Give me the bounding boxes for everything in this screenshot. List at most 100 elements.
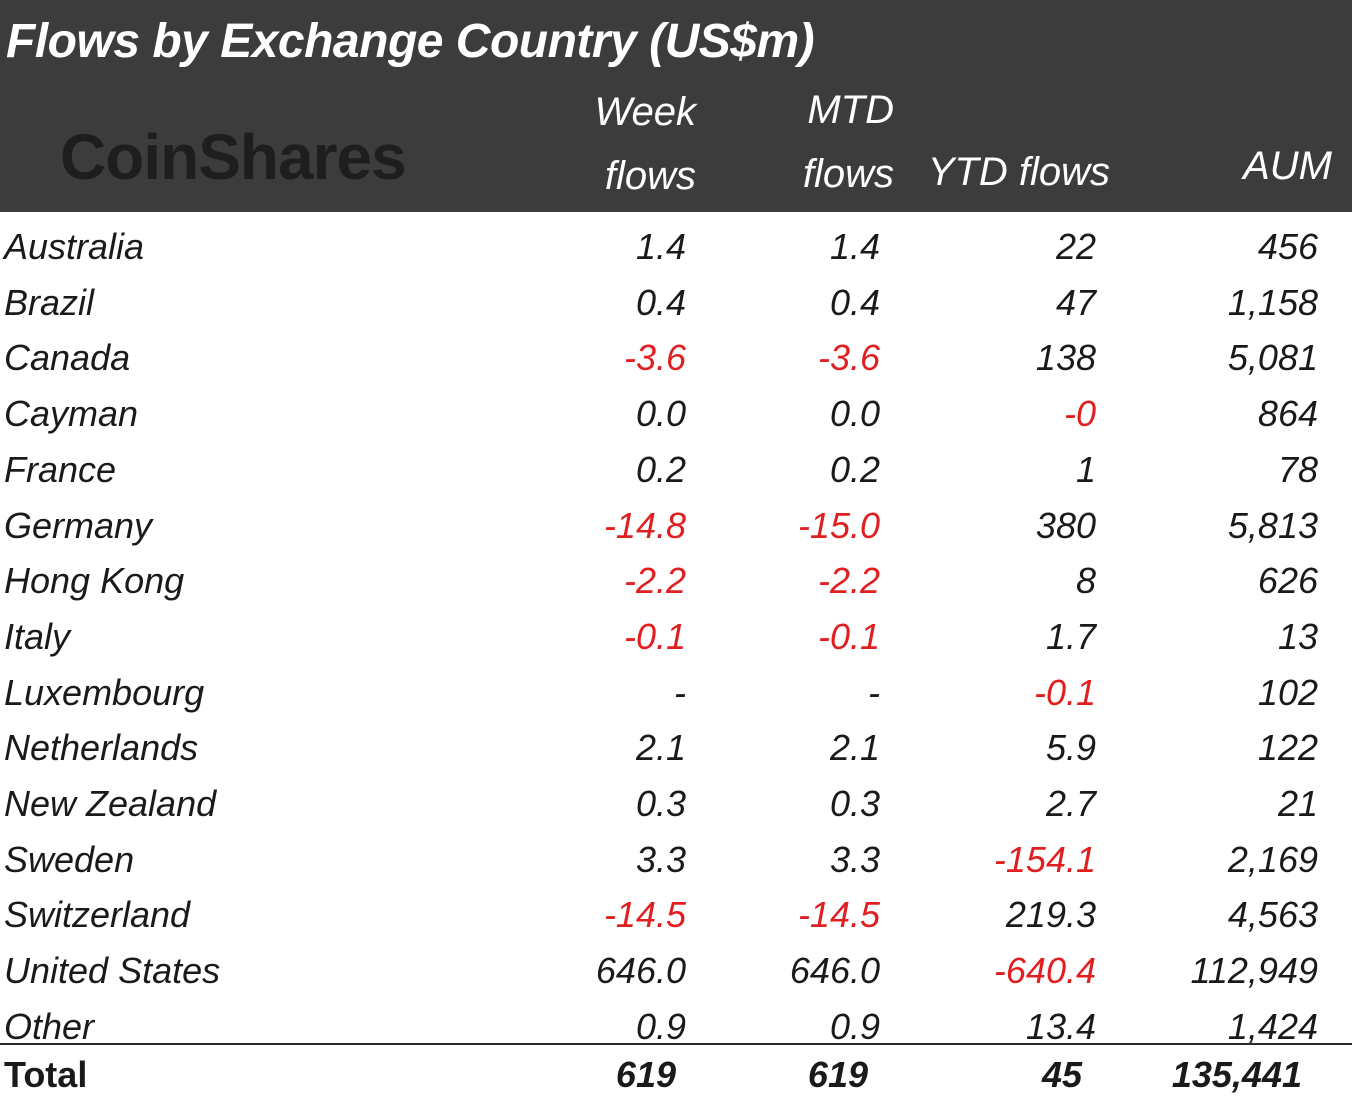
aum-value: 78 [1277, 448, 1318, 490]
ytd-value: -154.1 [993, 838, 1096, 880]
aum-value: 2,169 [1227, 838, 1318, 880]
total-aum: 135,441 [1171, 1054, 1302, 1095]
mtd-value: 646.0 [789, 950, 880, 992]
week-value: -2.2 [623, 560, 686, 602]
week-value: 1.4 [635, 226, 686, 267]
ytd-value: 1.7 [1045, 615, 1096, 657]
ytd-value: -0 [1063, 393, 1096, 435]
coinshares-logo: CoinShares [60, 121, 407, 193]
table-row: Brazil 0.4 0.4 47 1,158 [0, 274, 1352, 330]
total-mtd: 619 [807, 1054, 868, 1095]
column-header-aum-line1 [1132, 70, 1332, 134]
mtd-value: 0.0 [829, 393, 880, 435]
table-row: Other 0.9 0.9 13.4 1,424 [0, 998, 1352, 1054]
aum-value: 1,424 [1227, 1005, 1318, 1047]
aum-value: 456 [1257, 226, 1318, 267]
column-header-week-line2: flows [604, 154, 696, 198]
ytd-value: -640.4 [993, 950, 1096, 992]
country-name: New Zealand [4, 783, 217, 824]
table-row: Italy -0.1 -0.1 1.7 13 [0, 608, 1352, 664]
mtd-value: 0.9 [829, 1005, 880, 1047]
table-row: United States 646.0 646.0 -640.4 112,949 [0, 942, 1352, 998]
country-name: Netherlands [4, 727, 199, 769]
aum-value: 1,158 [1227, 281, 1318, 323]
week-value: 646.0 [595, 950, 686, 992]
aum-value: 4,563 [1227, 894, 1318, 936]
week-value: 2.1 [635, 727, 686, 769]
country-name: Brazil [4, 281, 95, 323]
week-value: -0.1 [623, 615, 686, 657]
table-row: Canada -3.6 -3.6 138 5,081 [0, 329, 1352, 385]
country-name: Cayman [4, 393, 139, 435]
week-value: -14.8 [603, 504, 686, 546]
ytd-value: 138 [1035, 337, 1096, 379]
ytd-value: 219.3 [1005, 894, 1096, 936]
country-name: Luxembourg [4, 671, 205, 713]
mtd-value: -2.2 [817, 560, 880, 602]
table-row: France 0.2 0.2 1 78 [0, 441, 1352, 497]
table-row: Germany -14.8 -15.0 380 5,813 [0, 497, 1352, 553]
mtd-value: -14.5 [797, 894, 880, 936]
table-row: Sweden 3.3 3.3 -154.1 2,169 [0, 831, 1352, 887]
total-ytd: 45 [1041, 1054, 1082, 1095]
column-header-mtd-line1: MTD [807, 88, 894, 132]
total-row: Total 619 619 45 135,441 [0, 1046, 1352, 1102]
column-header-mtd-line2: flows [802, 152, 894, 196]
country-name: Italy [4, 615, 71, 657]
aum-value: 864 [1257, 393, 1318, 435]
week-value: 0.0 [635, 393, 686, 435]
country-name: Hong Kong [4, 560, 185, 602]
ytd-value: 1 [1075, 448, 1096, 490]
mtd-value: -15.0 [797, 504, 880, 546]
table-row: Australia 1.4 1.4 22 456 [0, 218, 1352, 274]
ytd-value: 13.4 [1025, 1005, 1096, 1047]
mtd-value: -3.6 [817, 337, 880, 379]
aum-value: 5,081 [1227, 337, 1318, 379]
aum-value: 626 [1257, 560, 1318, 602]
table-row: Switzerland -14.5 -14.5 219.3 4,563 [0, 886, 1352, 942]
ytd-value: 47 [1055, 281, 1096, 323]
column-header-ytd-line1 [890, 76, 1110, 140]
table-row: Netherlands 2.1 2.1 5.9 122 [0, 719, 1352, 775]
mtd-value: 0.2 [829, 448, 880, 490]
week-value: 0.9 [635, 1005, 686, 1047]
total-divider [0, 1043, 1352, 1045]
column-header-ytd-line2: YTD flows [927, 150, 1110, 194]
table-header-band: Flows by Exchange Country (US$m) CoinSha… [0, 0, 1352, 212]
country-name: Canada [4, 337, 131, 379]
aum-value: 13 [1277, 615, 1318, 657]
table-row: Hong Kong -2.2 -2.2 8 626 [0, 552, 1352, 608]
country-name: Switzerland [4, 894, 191, 936]
ytd-value: -0.1 [1033, 671, 1096, 713]
table-row: Cayman 0.0 0.0 -0 864 [0, 385, 1352, 441]
column-header-ytd: YTD flows [890, 76, 1110, 204]
mtd-value: - [868, 671, 880, 713]
column-header-week-line1: Week [594, 90, 696, 134]
column-header-mtd: MTD flows [694, 78, 894, 206]
week-value: 0.3 [635, 783, 686, 824]
week-value: 0.2 [635, 448, 686, 490]
country-name: France [4, 448, 117, 490]
column-header-week: Week flows [496, 80, 696, 208]
mtd-value: 0.3 [829, 783, 880, 824]
ytd-value: 22 [1055, 226, 1096, 267]
ytd-value: 380 [1035, 504, 1096, 546]
mtd-value: 2.1 [829, 727, 880, 769]
column-header-aum-line2: AUM [1243, 144, 1332, 188]
week-value: - [674, 671, 686, 713]
week-value: -14.5 [603, 894, 686, 936]
aum-value: 5,813 [1227, 504, 1318, 546]
aum-value: 122 [1257, 727, 1318, 769]
country-name: Australia [4, 226, 145, 267]
country-name: Other [4, 1005, 95, 1047]
table-row: New Zealand 0.3 0.3 2.7 21 [0, 775, 1352, 831]
ytd-value: 5.9 [1045, 727, 1096, 769]
week-value: -3.6 [623, 337, 686, 379]
week-value: 3.3 [635, 838, 686, 880]
mtd-value: 1.4 [829, 226, 880, 267]
ytd-value: 2.7 [1045, 783, 1096, 824]
total-label: Total [4, 1054, 88, 1095]
total-week: 619 [615, 1054, 676, 1095]
table-row: Luxembourg - - -0.1 102 [0, 664, 1352, 720]
column-header-aum: AUM [1132, 70, 1332, 198]
